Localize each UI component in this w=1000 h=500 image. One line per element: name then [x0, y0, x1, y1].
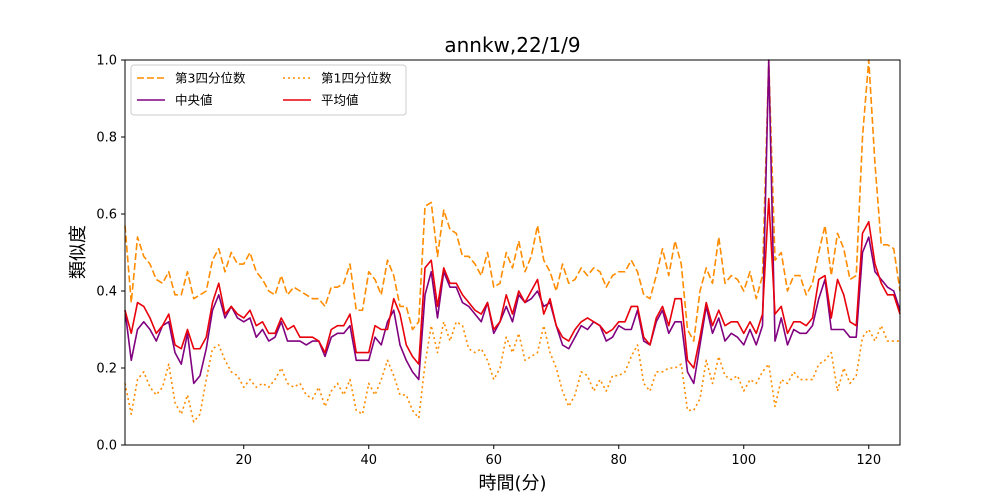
x-tick-label: 80: [610, 453, 627, 468]
y-axis-label: 類似度: [68, 225, 89, 279]
legend-label: 中央値: [175, 93, 213, 108]
legend-box: [130, 64, 407, 116]
legend-label: 第1四分位数: [321, 71, 392, 86]
y-tick-label: 0.2: [96, 362, 117, 377]
legend-label: 第3四分位数: [175, 71, 246, 86]
x-tick-label: 120: [856, 453, 881, 468]
series-line-3: [124, 59, 901, 385]
x-tick-label: 60: [485, 453, 502, 468]
y-tick-label: 0.6: [96, 208, 117, 223]
series-line-2: [124, 320, 900, 423]
y-axis: 0.0 0.2 0.4 0.6 0.8 1.0: [96, 54, 125, 454]
x-tick-label: 40: [360, 453, 377, 468]
y-tick-label: 0.4: [96, 285, 117, 300]
chart-title: annkw,22/1/9: [444, 33, 580, 57]
series-layer: [124, 59, 901, 423]
y-tick-label: 0.8: [96, 131, 117, 146]
x-tick-label: 100: [731, 453, 756, 468]
x-axis-label: 時間(分): [478, 473, 546, 494]
series-line-4: [124, 197, 901, 369]
y-tick-label: 0.0: [96, 439, 117, 454]
x-tick-label: 20: [235, 453, 252, 468]
x-axis: 20 40 60 80 100 120: [235, 445, 881, 468]
y-tick-label: 1.0: [96, 54, 117, 69]
legend-label: 平均値: [321, 93, 359, 108]
plot-frame: [124, 59, 901, 446]
